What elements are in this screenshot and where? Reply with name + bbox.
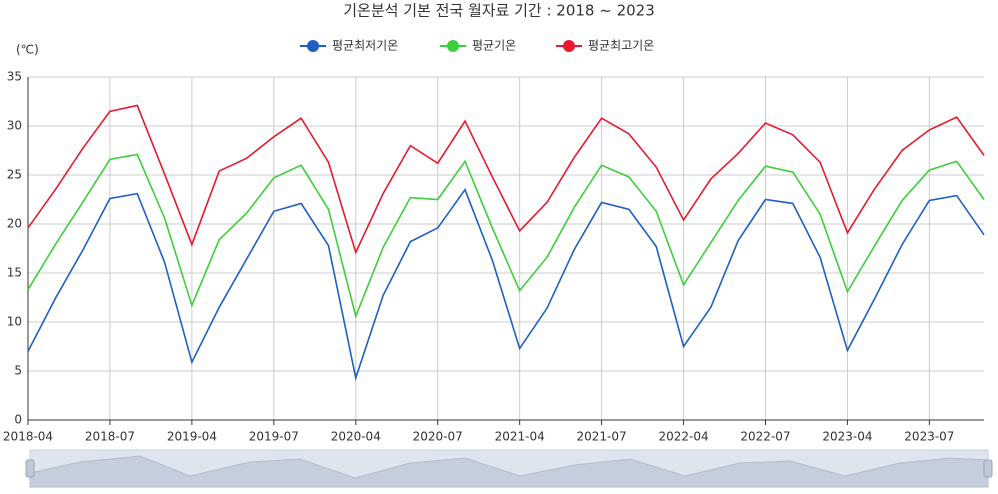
x-tick-label: 2019-04 [167, 430, 217, 444]
y-axis-label: (℃) [16, 43, 39, 57]
x-tick-label: 2021-07 [577, 430, 627, 444]
x-tick-label: 2022-07 [740, 430, 790, 444]
y-tick-label: 35 [7, 70, 22, 84]
x-tick-label: 2020-07 [413, 430, 463, 444]
chart-title: 기온분석 기본 전국 월자료 기간 : 2018 ~ 2023 [343, 2, 655, 20]
y-tick-label: 30 [7, 119, 22, 133]
series-line [27, 104, 985, 255]
zoom-preview [29, 455, 989, 488]
legend-item[interactable]: 평균최저기온 [300, 39, 398, 53]
data-zoom[interactable] [25, 449, 993, 488]
series-line [27, 188, 985, 381]
x-tick-label: 2021-04 [495, 430, 545, 444]
series-line [27, 153, 985, 319]
y-tick-label: 25 [7, 168, 22, 182]
legend-item[interactable]: 평균기온 [440, 39, 516, 53]
y-tick-label: 0 [14, 413, 22, 427]
legend-label: 평균최저기온 [332, 39, 398, 53]
x-tick-label: 2018-07 [85, 430, 135, 444]
x-tick-label: 2023-07 [904, 430, 954, 444]
y-tick-label: 15 [7, 266, 22, 280]
legend-marker [307, 40, 319, 52]
x-tick-label: 2020-04 [331, 430, 381, 444]
x-tick-label: 2019-07 [249, 430, 299, 444]
zoom-handle[interactable] [25, 459, 35, 478]
x-tick-label: 2023-04 [822, 430, 872, 444]
legend-marker [563, 40, 575, 52]
legend-label: 평균최고기온 [588, 39, 654, 53]
legend-label: 평균기온 [472, 39, 516, 53]
y-tick-label: 10 [7, 315, 22, 329]
zoom-handle[interactable] [983, 459, 993, 478]
legend-marker [447, 40, 459, 52]
x-tick-label: 2022-04 [658, 430, 708, 444]
y-tick-label: 5 [14, 364, 22, 378]
x-tick-label: 2018-04 [3, 430, 53, 444]
legend-item[interactable]: 평균최고기온 [556, 39, 654, 53]
y-tick-label: 20 [7, 217, 22, 231]
